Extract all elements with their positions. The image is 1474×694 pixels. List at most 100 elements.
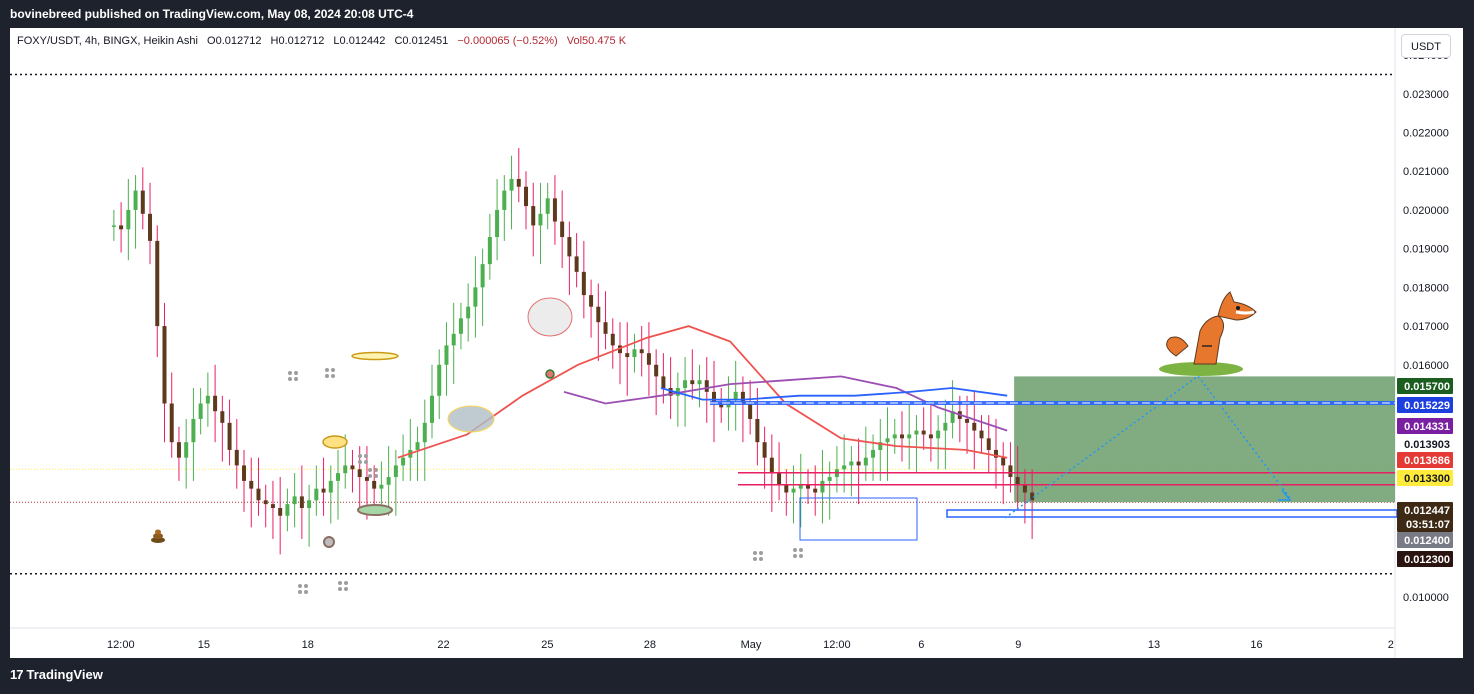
candle-body [589,295,594,307]
candle-body [234,449,239,466]
price-label-bg [1397,551,1453,567]
position-zone-rect [1014,376,1395,503]
price-tick-label: 0.021000 [1403,166,1449,178]
footprint-dot [374,474,378,478]
candle-body [639,349,644,354]
candle-body [668,388,673,396]
published-header: bovinebreed published on TradingView.com… [10,7,414,21]
candle-body [784,484,789,493]
candle-body [827,477,832,481]
candle-body [155,240,160,327]
candle-body [466,306,471,319]
candle-body [487,237,492,265]
candle-body [704,380,709,392]
open-value: O0.012712 [207,35,262,47]
price-label-text: 0.013903 [1404,439,1450,451]
price-tick-label: 0.017000 [1403,321,1449,333]
candle-body [979,430,984,439]
candle-body [314,488,319,501]
candle-body [1015,477,1020,485]
candle-body [140,190,145,214]
candles [111,148,1035,555]
candle-body [256,488,261,501]
candle-body [596,306,601,323]
candle-body [372,480,377,489]
candle-body [610,333,615,346]
candle-body [632,349,637,358]
candle-body [560,221,565,238]
candle-body [249,480,254,489]
candle-body [936,430,941,439]
drawings [288,297,1398,594]
candle-body [574,256,579,272]
candle-body [480,264,485,288]
candle-body [263,500,268,505]
candle-body [176,442,181,458]
fox-illustration [1159,291,1257,376]
candle-body [603,322,608,334]
candle-body [321,488,326,493]
candle-body [581,271,586,296]
moving-averages [397,325,1008,459]
candle-body [993,449,998,458]
ellipse-marker [447,405,495,433]
tradingview-footer[interactable]: 17 TradingView [10,667,103,682]
time-tick-label: 15 [198,639,210,651]
candle-body [184,442,189,458]
footprint-dot [338,587,342,591]
footprint-dot [288,377,292,381]
candle-body [458,318,463,334]
candle-body [285,504,290,516]
footprint-dot [753,551,757,555]
candle-body [502,190,507,210]
footprint-dot [294,377,298,381]
close-value: C0.012451 [394,35,449,47]
price-label-bg [1397,502,1453,518]
currency-button[interactable]: USDT [1401,34,1451,58]
footprint-dot [799,554,803,558]
footprint-dot [298,590,302,594]
footprint-dot [298,584,302,588]
price-label-bg [1397,378,1453,394]
price-tick-label: 0.022000 [1403,128,1449,140]
candle-body [401,457,406,466]
change-value: −0.000065 (−0.52%) [457,35,558,47]
candle-body [769,457,774,474]
candle-body [1008,465,1013,478]
footprint-dot [759,557,763,561]
candle-body [943,422,948,431]
candle-body [545,198,550,214]
candle-body [357,469,362,478]
candle-body [242,465,247,481]
candle-body [126,209,131,230]
candle-body [646,353,651,365]
candle-body [538,213,543,226]
candle-body [444,345,449,365]
candle-body [914,430,919,435]
candle-body [777,473,782,485]
candle-body [336,473,341,481]
candle-body [386,477,391,485]
moving-average-line [660,387,1008,401]
price-tick-label: 0.023000 [1403,89,1449,101]
candle-body [516,178,521,187]
price-chart[interactable]: 0.0240000.0230000.0220000.0210000.020000… [10,28,1463,658]
candle-body [299,496,304,508]
tradingview-logo-icon: 17 [10,667,24,682]
price-label-text: 0.013300 [1404,473,1450,485]
candle-body [162,326,167,404]
candle-body [928,434,933,439]
candle-body [270,504,275,508]
footprint-mark [338,581,348,591]
footprint-mark [358,454,368,464]
candle-body [119,225,124,230]
chart-frame[interactable]: 0.0240000.0230000.0220000.0210000.020000… [10,28,1463,658]
candle-body [343,465,348,474]
candle-body [863,457,868,466]
moving-average-line [397,325,1008,459]
pink-level-line [738,484,1395,486]
candle-body [278,508,283,516]
ellipse-marker [357,504,393,516]
candle-body [892,434,897,439]
footprint-dot [759,551,763,555]
